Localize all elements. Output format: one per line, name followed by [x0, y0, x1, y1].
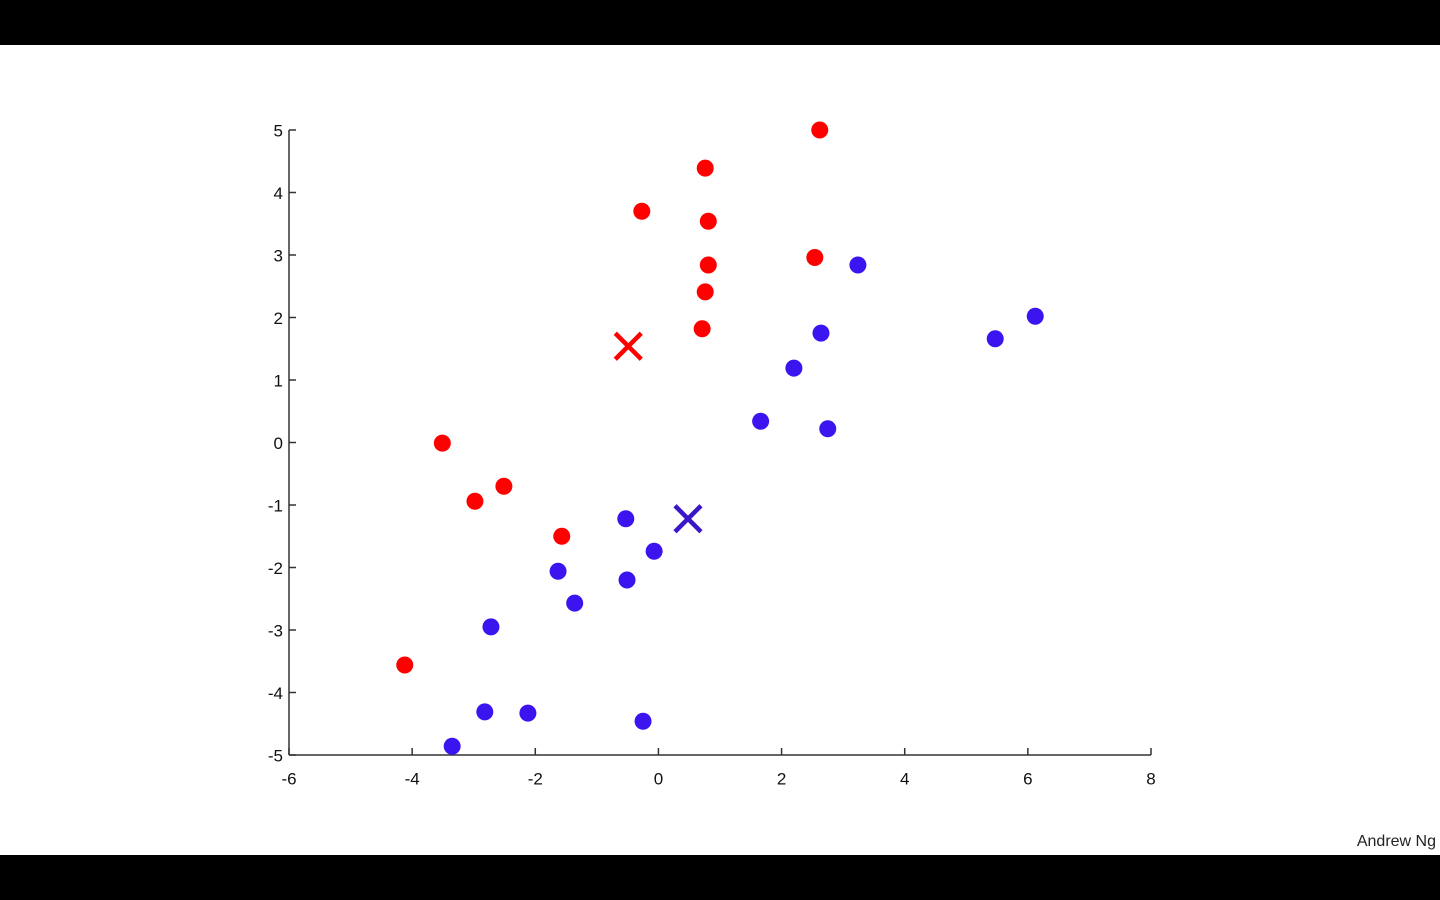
point — [849, 256, 867, 274]
x-tick-label: -2 — [528, 769, 543, 788]
point — [482, 618, 500, 636]
point — [519, 704, 537, 722]
y-tick-label: -1 — [268, 496, 283, 515]
point — [812, 324, 830, 342]
point — [549, 562, 567, 580]
chart: Andrew Ng -5 -4 -3 -2 -1 0 1 2 3 4 5 -6 -4 -2 0 2 4 6 8 — [268, 121, 1436, 850]
y-tick-label: 3 — [274, 246, 283, 265]
y-tick-label: -5 — [268, 746, 283, 765]
slide: Andrew Ng -5 -4 -3 -2 -1 0 1 2 3 4 5 -6 -4 -2 0 2 4 6 8 — [0, 45, 1440, 855]
y-tick-label: 5 — [274, 121, 283, 140]
y-tick-label: -2 — [268, 559, 283, 578]
point — [696, 283, 714, 301]
point — [633, 202, 651, 220]
point — [806, 249, 824, 266]
point — [696, 159, 714, 177]
x-tick-label: -6 — [281, 769, 296, 788]
y-tick-label: 4 — [274, 184, 283, 203]
y-tick-label: 0 — [274, 434, 283, 453]
point — [466, 492, 484, 510]
point — [396, 656, 414, 674]
point — [617, 510, 635, 528]
x-tick-label: -4 — [405, 769, 420, 788]
point — [634, 712, 652, 730]
point — [476, 703, 494, 721]
point — [699, 212, 717, 230]
point — [645, 542, 663, 560]
point — [553, 527, 571, 545]
point — [443, 737, 461, 755]
point — [1026, 307, 1044, 325]
x-tick-label: 0 — [654, 769, 663, 788]
point — [811, 121, 829, 139]
point — [986, 330, 1004, 348]
y-tick-label: 1 — [274, 371, 283, 390]
x-tick-label: 6 — [1023, 769, 1032, 788]
point — [693, 320, 711, 338]
x-tick-label: 8 — [1146, 769, 1155, 788]
point — [699, 256, 717, 274]
x-tick-label: 4 — [900, 769, 909, 788]
point — [785, 359, 803, 377]
point — [433, 434, 451, 452]
y-tick-label: -3 — [268, 621, 283, 640]
y-tick-label: 2 — [274, 309, 283, 328]
y-tick-label: -4 — [268, 684, 283, 703]
centroid — [673, 504, 703, 534]
x-tick-label: 2 — [777, 769, 786, 788]
point — [495, 477, 513, 495]
point — [566, 594, 584, 612]
point — [819, 420, 837, 438]
point — [618, 571, 636, 589]
point — [752, 412, 770, 430]
centroid — [613, 331, 643, 361]
footer: Andrew Ng — [1357, 833, 1436, 850]
